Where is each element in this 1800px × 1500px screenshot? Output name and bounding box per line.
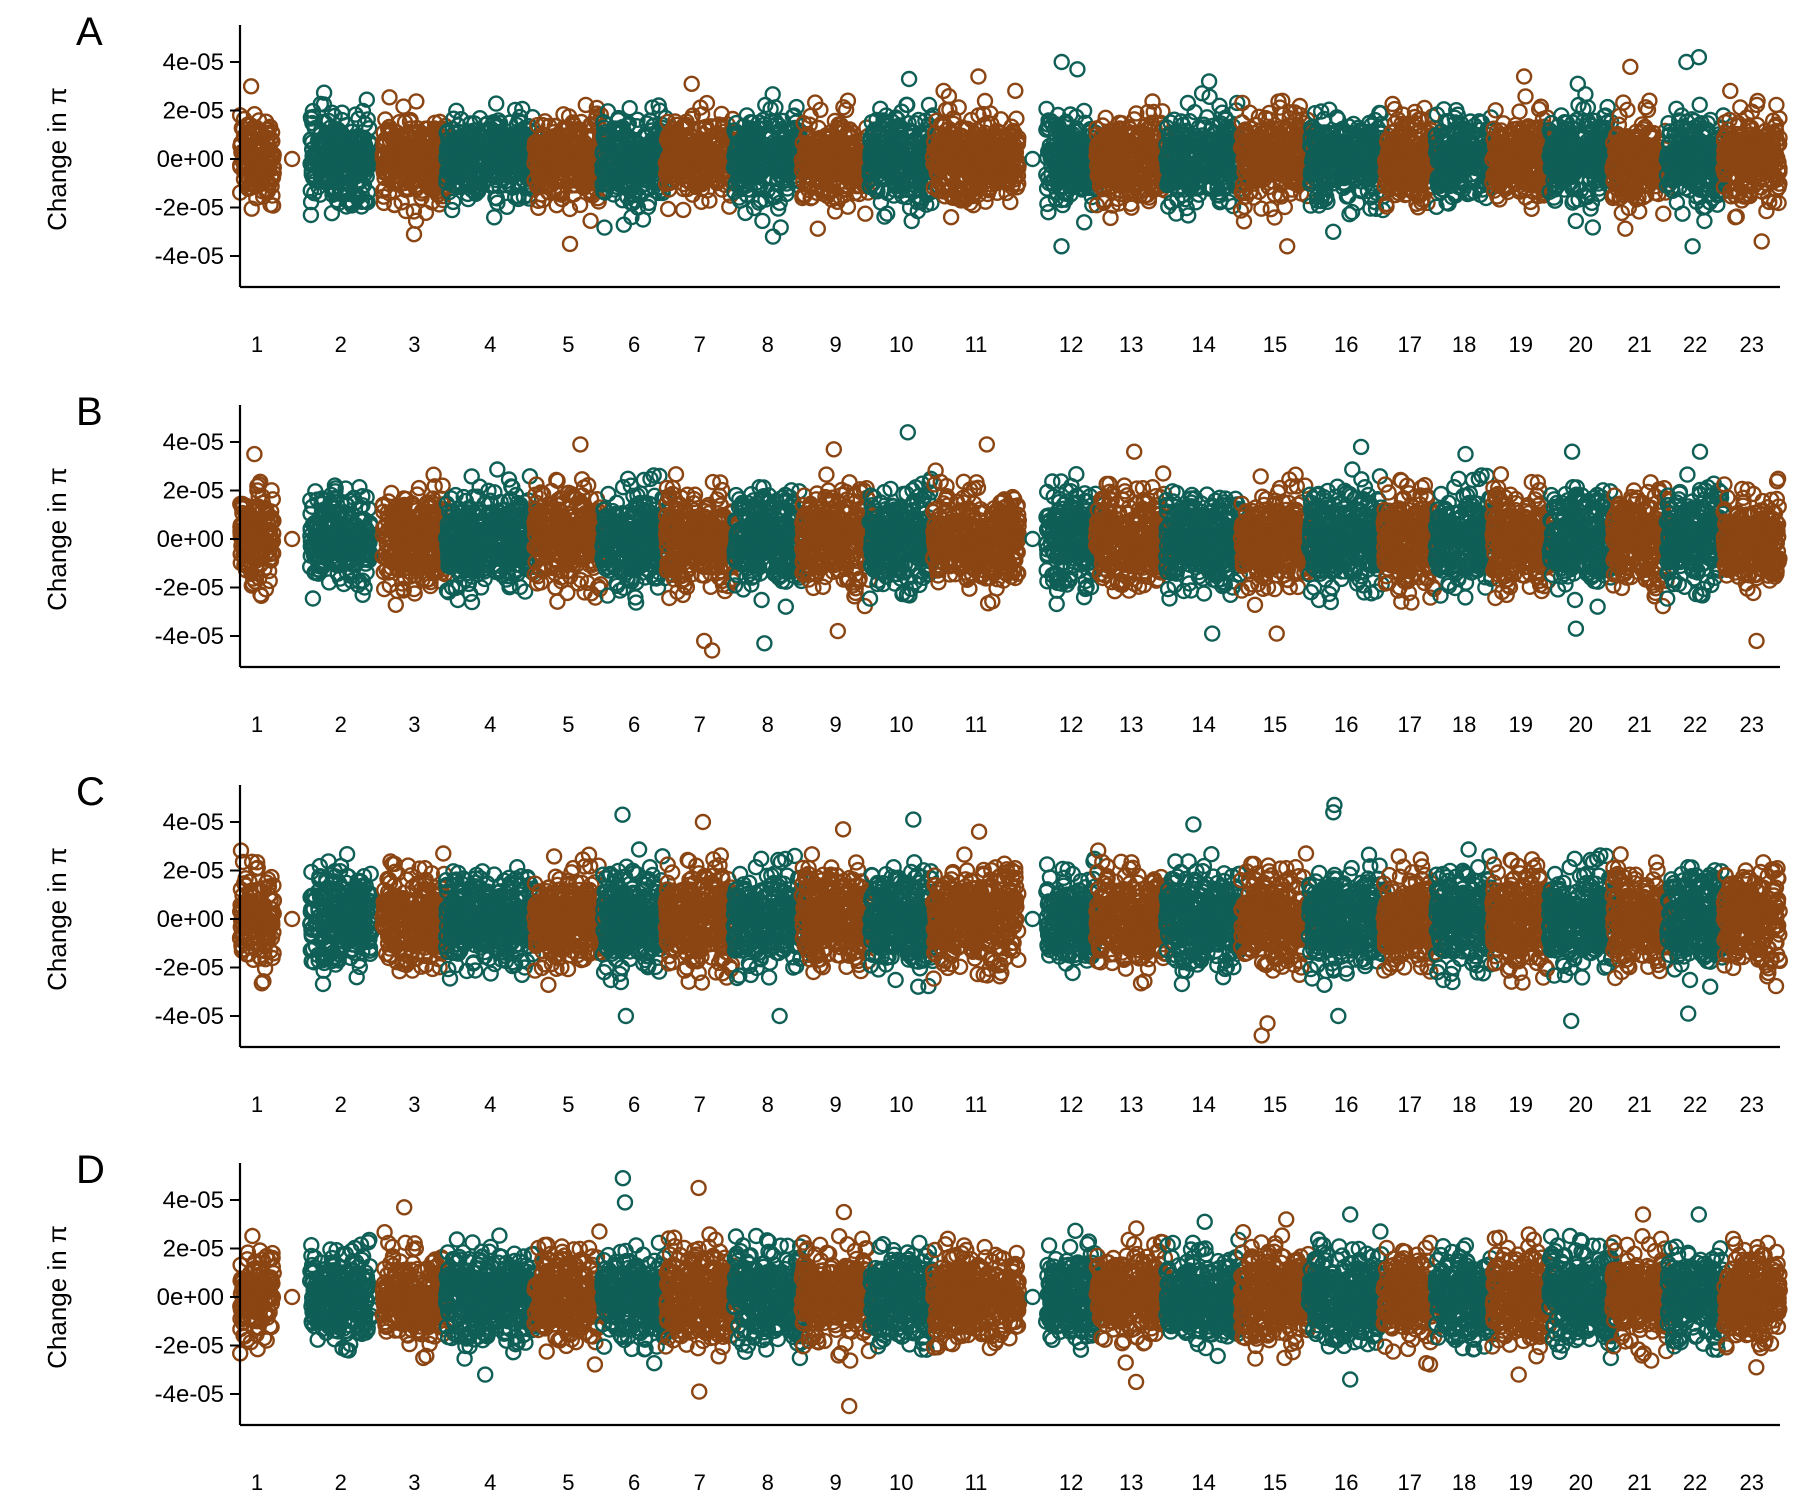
point-chr3 — [409, 94, 423, 108]
point-chr8 — [774, 220, 788, 234]
scatter-points — [233, 50, 1786, 253]
point-chr11 — [944, 210, 958, 224]
point-chr2 — [325, 106, 339, 120]
point-chr11 — [1003, 195, 1017, 209]
point-chr12 — [1077, 215, 1091, 229]
point-chr7 — [676, 203, 690, 217]
point-chr5 — [584, 214, 598, 228]
point-chr4 — [445, 203, 459, 217]
point-chr7 — [661, 202, 675, 216]
point-chr4 — [489, 97, 503, 111]
point-chr9 — [811, 222, 825, 236]
y-axis-label: Change in π — [42, 87, 72, 231]
point-chr6 — [598, 221, 612, 235]
panel-letter: A — [76, 10, 103, 54]
point-chr9 — [858, 207, 872, 221]
point-chr15 — [1268, 211, 1282, 225]
point-chr8 — [766, 87, 780, 101]
point-chr11 — [1008, 84, 1022, 98]
point-chr4 — [487, 210, 501, 224]
point-chr3 — [383, 90, 397, 104]
point-chr2 — [325, 206, 339, 220]
point-chr8 — [755, 214, 769, 228]
